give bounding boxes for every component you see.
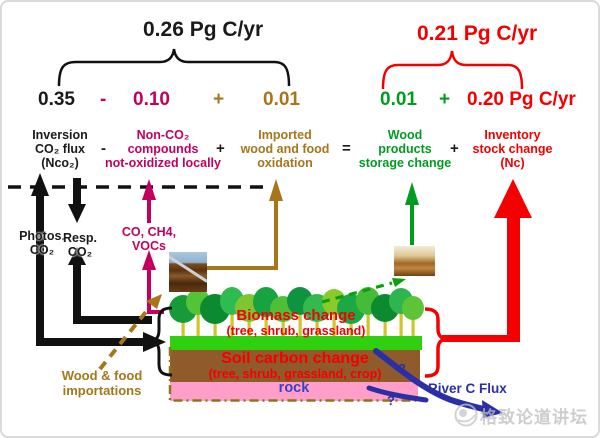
left-operator-plus: +	[213, 89, 225, 110]
right-operator-plus: +	[439, 89, 451, 110]
wood-import-dashed-arrow	[98, 294, 162, 371]
rock-band	[170, 382, 418, 401]
non-co2-gas-arrow	[142, 179, 164, 314]
biomass-change-label: Biomass change (tree, shrub, grassland)	[226, 307, 366, 339]
wood-products-image	[394, 246, 435, 276]
wood-products-label: Wood products storage change	[358, 128, 452, 170]
grass-band	[170, 336, 422, 350]
left-term-imported: 0.01	[263, 89, 300, 110]
land-right-brace	[424, 307, 448, 378]
right-total-label: 0.21 Pg C/yr	[417, 22, 538, 45]
inventory-arrow	[442, 179, 532, 342]
river-arrow	[366, 348, 503, 418]
river-c-flux-label: River C Flux	[428, 381, 507, 396]
biomass-to-products-dashed-arrow	[321, 278, 406, 304]
right-sum-brace	[381, 50, 524, 90]
left-term-nonco2: 0.10	[133, 89, 170, 110]
right-term-wood: 0.01	[380, 89, 417, 110]
photosynthesis-label: Photos. CO₂	[19, 229, 65, 257]
vegetation-illustration	[168, 287, 424, 402]
wood-pile-image	[169, 252, 207, 292]
question-mark-upper: ?	[398, 361, 406, 376]
land-left-brace	[150, 306, 173, 377]
wood-products-arrow	[405, 182, 419, 245]
respiration-arrow	[68, 178, 152, 324]
left-total-label: 0.26 Pg C/yr	[143, 18, 264, 41]
row-minus-sign: -	[101, 140, 106, 157]
soil-boundary-dashdot	[168, 347, 423, 402]
watermark-text: 格致论道讲坛	[480, 407, 588, 427]
left-operator-minus: -	[100, 89, 107, 110]
co-ch4-vocs-label: CO, CH4, VOCs	[121, 225, 177, 253]
row-plus-sign-2: +	[450, 140, 459, 157]
watermark: 格致论道讲坛	[452, 401, 588, 429]
left-sum-brace	[57, 48, 291, 87]
non-co2-label: Non-CO₂ compounds not-oxidized locally	[105, 128, 221, 170]
wood-food-importations-label: Wood & food importations	[61, 368, 143, 398]
soil-carbon-change-label: Soil carbon change (tree, shrub, grassla…	[208, 350, 382, 381]
imported-oxidation-label: Imported wood and food oxidation	[240, 128, 330, 170]
right-term-inventory: 0.20 Pg C/yr	[467, 89, 576, 110]
row-plus-sign-1: +	[216, 140, 225, 157]
left-term-inversion: 0.35	[38, 89, 75, 110]
watermark-logo-icon	[454, 403, 478, 427]
inversion-flux-label: Inversion CO₂ flux (Nco₂)	[32, 128, 88, 170]
rock-label: rock	[278, 380, 310, 396]
question-mark-lower: ?	[387, 393, 395, 408]
tree-canopies	[169, 287, 424, 352]
respiration-label: Resp. CO₂	[62, 231, 98, 259]
row-equals-sign: =	[342, 140, 351, 157]
imported-oxidation-arrow	[207, 179, 283, 270]
crane-line	[169, 253, 207, 283]
inventory-stock-label: Inventory stock change (Nc)	[472, 128, 553, 170]
